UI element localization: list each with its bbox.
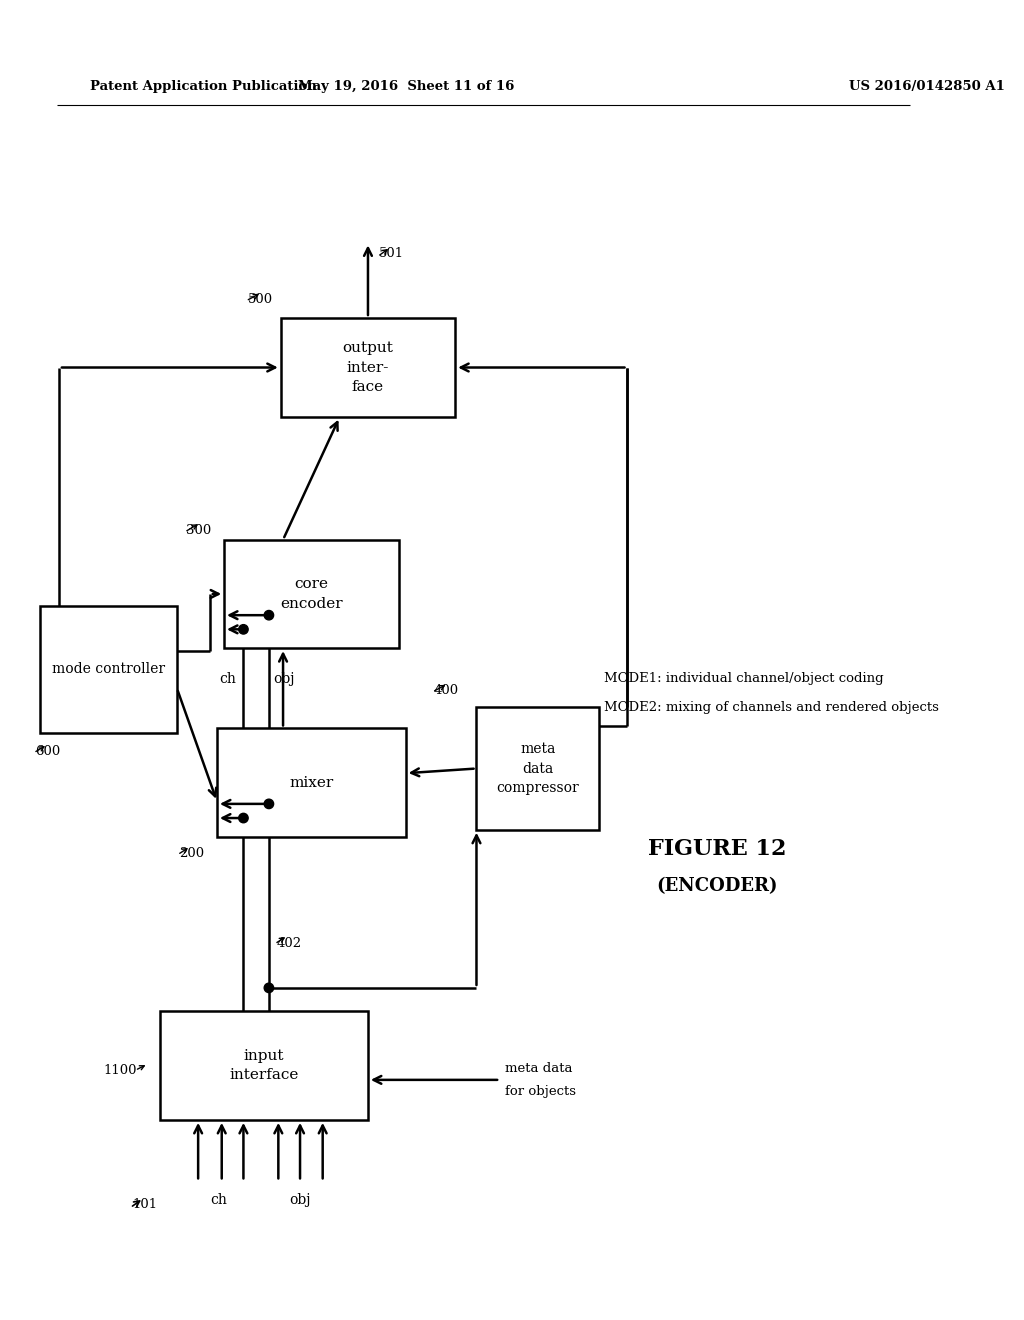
Text: input
interface: input interface bbox=[229, 1049, 299, 1082]
Circle shape bbox=[264, 799, 273, 809]
Text: meta
data
compressor: meta data compressor bbox=[497, 742, 580, 795]
Bar bbox=[161, 1011, 368, 1119]
Text: US 2016/0142850 A1: US 2016/0142850 A1 bbox=[849, 79, 1005, 92]
Text: 500: 500 bbox=[248, 293, 272, 306]
Text: core
encoder: core encoder bbox=[280, 577, 343, 611]
Bar bbox=[224, 540, 398, 648]
Text: 101: 101 bbox=[132, 1199, 158, 1212]
Text: ch: ch bbox=[219, 672, 236, 686]
Text: (ENCODER): (ENCODER) bbox=[656, 878, 778, 895]
Bar bbox=[476, 708, 599, 830]
Text: meta data: meta data bbox=[505, 1063, 572, 1074]
Text: mode controller: mode controller bbox=[52, 663, 165, 676]
Text: 200: 200 bbox=[179, 847, 205, 861]
Text: 400: 400 bbox=[434, 684, 459, 697]
Text: ch: ch bbox=[211, 1192, 227, 1206]
Text: Patent Application Publication: Patent Application Publication bbox=[90, 79, 316, 92]
Text: 1100: 1100 bbox=[103, 1064, 137, 1077]
Text: 600: 600 bbox=[36, 746, 60, 759]
Circle shape bbox=[264, 983, 273, 993]
Text: MODE2: mixing of channels and rendered objects: MODE2: mixing of channels and rendered o… bbox=[604, 701, 939, 714]
Text: 402: 402 bbox=[276, 937, 302, 949]
Text: obj: obj bbox=[273, 672, 295, 686]
Text: MODE1: individual channel/object coding: MODE1: individual channel/object coding bbox=[604, 672, 884, 685]
Text: output
inter-
face: output inter- face bbox=[343, 341, 393, 393]
Text: 300: 300 bbox=[186, 524, 212, 537]
Text: mixer: mixer bbox=[289, 776, 334, 789]
Circle shape bbox=[239, 624, 248, 634]
Text: May 19, 2016  Sheet 11 of 16: May 19, 2016 Sheet 11 of 16 bbox=[298, 79, 514, 92]
Bar bbox=[40, 606, 177, 733]
Bar bbox=[217, 729, 406, 837]
Text: obj: obj bbox=[290, 1192, 311, 1206]
Circle shape bbox=[239, 813, 248, 822]
Bar bbox=[281, 318, 456, 417]
Text: for objects: for objects bbox=[505, 1085, 575, 1098]
Text: 501: 501 bbox=[379, 247, 404, 260]
Circle shape bbox=[264, 610, 273, 620]
Text: FIGURE 12: FIGURE 12 bbox=[648, 838, 786, 859]
